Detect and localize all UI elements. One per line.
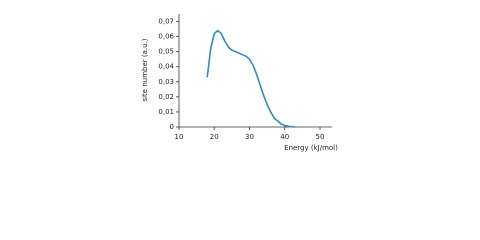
x-tick-label: 50	[316, 133, 325, 141]
y-tick-label: 0,07	[158, 18, 174, 26]
x-axis-label: Energy (kJ/mol)	[284, 144, 338, 152]
y-tick-label: 0,04	[158, 63, 174, 71]
chart: Energy (kJ/mol) site number (a.u.) 0 0,01…	[141, 14, 338, 152]
y-tick-label: 0,05	[158, 48, 174, 56]
x-tick-label: 10	[175, 133, 184, 141]
x-tick-label: 30	[245, 133, 254, 141]
y-axis-label: site number (a.u.)	[141, 38, 149, 101]
line	[206, 29, 296, 128]
y-tick-label: 0,02	[158, 93, 174, 101]
y-tick-label: 0	[170, 123, 174, 131]
y-tick-label: 0,01	[158, 108, 174, 116]
x-tick-label: 40	[280, 133, 289, 141]
y-tick-label: 0,03	[158, 78, 174, 86]
y-tick-label: 0,06	[158, 33, 174, 41]
x-tick-label: 20	[210, 133, 219, 141]
